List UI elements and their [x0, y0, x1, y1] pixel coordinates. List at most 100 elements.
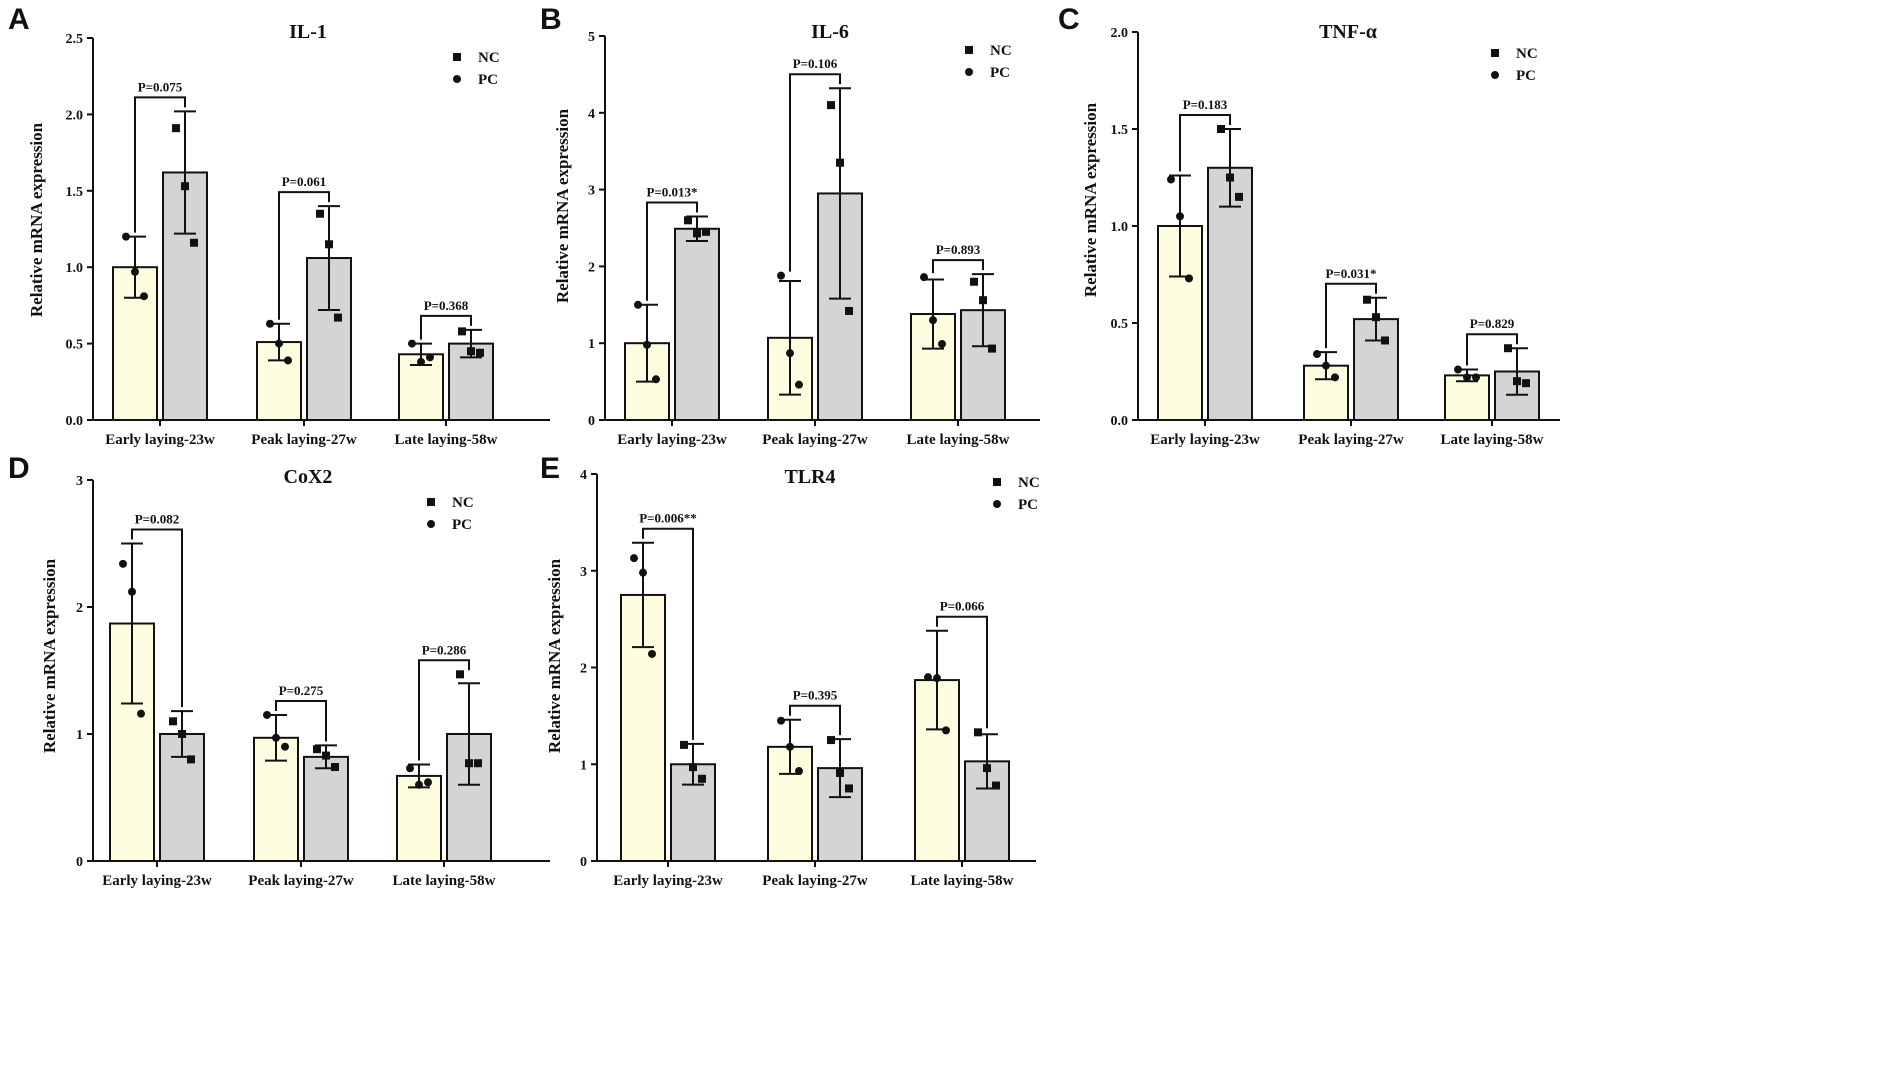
legend-marker-nc [427, 498, 435, 506]
y-tick-label: 2.0 [1111, 26, 1129, 41]
data-point-pc [1381, 336, 1389, 345]
p-value-label: P=0.395 [793, 688, 838, 703]
data-point-nc [648, 649, 656, 658]
significance-bracket [134, 96, 186, 233]
data-point-pc [169, 717, 177, 726]
data-point-pc [172, 124, 180, 133]
panel-letter: E [540, 452, 560, 485]
y-tick-label: 0 [580, 855, 587, 870]
panel-c: C TNF-α Relative mRNA expression 0.0 0.5 1.0 1… [1058, 3, 1560, 448]
data-point-nc [266, 319, 274, 328]
data-point-nc [417, 357, 425, 366]
data-point-pc [992, 781, 1000, 790]
data-point-nc [643, 340, 651, 349]
x-tick-label: Peak laying-27w [251, 432, 357, 448]
data-point-pc [988, 344, 996, 353]
y-tick-label: 4 [588, 107, 595, 122]
x-tick-label: Early laying-23w [102, 873, 212, 889]
bar-pc [303, 755, 349, 862]
data-point-pc [689, 763, 697, 772]
data-point-nc [284, 356, 292, 365]
panel-d: D CoX2 Relative mRNA expression 0 1 2 3 Early l… [8, 452, 550, 889]
significance-bracket [1179, 114, 1231, 172]
y-tick-label: 0 [588, 414, 595, 429]
bar-pc [670, 763, 716, 862]
data-point-pc [836, 158, 844, 167]
data-point-pc [1235, 192, 1243, 201]
data-point-pc [1372, 313, 1380, 322]
legend-label-pc: PC [452, 517, 472, 533]
p-value-label: P=0.368 [424, 298, 469, 313]
data-point-nc [942, 726, 950, 735]
p-value-label: P=0.006** [639, 511, 697, 526]
data-point-nc [281, 742, 289, 751]
data-point-nc [275, 339, 283, 348]
data-point-pc [316, 209, 324, 218]
data-point-nc [639, 568, 647, 577]
legend-label-nc: NC [478, 50, 500, 66]
legend-label-pc: PC [1516, 68, 1536, 84]
data-point-nc [1322, 361, 1330, 370]
y-tick-label: 0.5 [66, 338, 84, 353]
y-tick-label: 0.0 [66, 414, 84, 429]
bar-nc [1303, 364, 1349, 421]
data-point-nc [795, 767, 803, 776]
x-tick-label: Early laying-23w [1150, 432, 1260, 448]
data-point-nc [408, 339, 416, 348]
p-value-label: P=0.106 [793, 56, 838, 71]
significance-bracket [932, 259, 984, 274]
bar-pc [1207, 166, 1253, 421]
data-point-pc [983, 764, 991, 773]
y-tick-label: 1.5 [66, 185, 84, 200]
data-point-nc [1454, 365, 1462, 374]
significance-bracket [1466, 333, 1518, 366]
y-tick-label: 2 [580, 662, 587, 677]
legend-marker-pc [453, 75, 461, 83]
data-point-nc [938, 339, 946, 348]
y-tick-label: 0.5 [1111, 317, 1129, 332]
data-point-pc [970, 277, 978, 286]
significance-bracket [1325, 282, 1377, 349]
p-value-label: P=0.061 [282, 174, 327, 189]
legend-label-nc: NC [1018, 475, 1040, 491]
data-point-nc [426, 353, 434, 362]
bar-pc [1353, 318, 1399, 421]
data-point-nc [137, 709, 145, 718]
x-tick-label: Peak laying-27w [762, 873, 868, 889]
data-point-nc [924, 673, 932, 682]
data-point-pc [476, 348, 484, 357]
legend-label-nc: NC [990, 43, 1012, 59]
data-point-pc [465, 759, 473, 768]
data-point-nc [634, 300, 642, 309]
legend-label-pc: PC [478, 72, 498, 88]
y-tick-label: 1 [76, 728, 83, 743]
data-point-pc [979, 296, 987, 305]
data-point-pc [322, 751, 330, 760]
x-tick-label: Late laying-58w [907, 432, 1010, 448]
x-tick-label: Late laying-58w [395, 432, 498, 448]
data-point-pc [827, 101, 835, 110]
significance-bracket [642, 527, 694, 740]
panel-b: B IL-6 Relative mRNA expression 0 1 2 3 4 5 Early… [540, 3, 1040, 448]
data-point-nc [415, 780, 423, 789]
legend-label-pc: PC [1018, 497, 1038, 513]
x-tick-label: Late laying-58w [393, 873, 496, 889]
p-value-label: P=0.829 [1470, 316, 1515, 331]
significance-bracket [789, 704, 841, 736]
panel-e: E TLR4 Relative mRNA expression 0 1 2 3 4 Early … [540, 452, 1040, 889]
x-tick-label: Late laying-58w [1441, 432, 1544, 448]
data-point-pc [684, 216, 692, 225]
significance-bracket [131, 528, 183, 708]
data-point-nc [122, 232, 130, 241]
data-point-pc [325, 240, 333, 249]
legend-marker-nc [1491, 49, 1499, 57]
legend-marker-nc [453, 53, 461, 61]
y-tick-label: 4 [580, 468, 587, 483]
data-point-nc [933, 674, 941, 683]
data-point-nc [1167, 175, 1175, 184]
data-point-pc [836, 768, 844, 777]
data-point-pc [187, 755, 195, 764]
data-point-pc [702, 227, 710, 236]
significance-bracket [646, 201, 698, 301]
x-tick-label: Early laying-23w [613, 873, 723, 889]
